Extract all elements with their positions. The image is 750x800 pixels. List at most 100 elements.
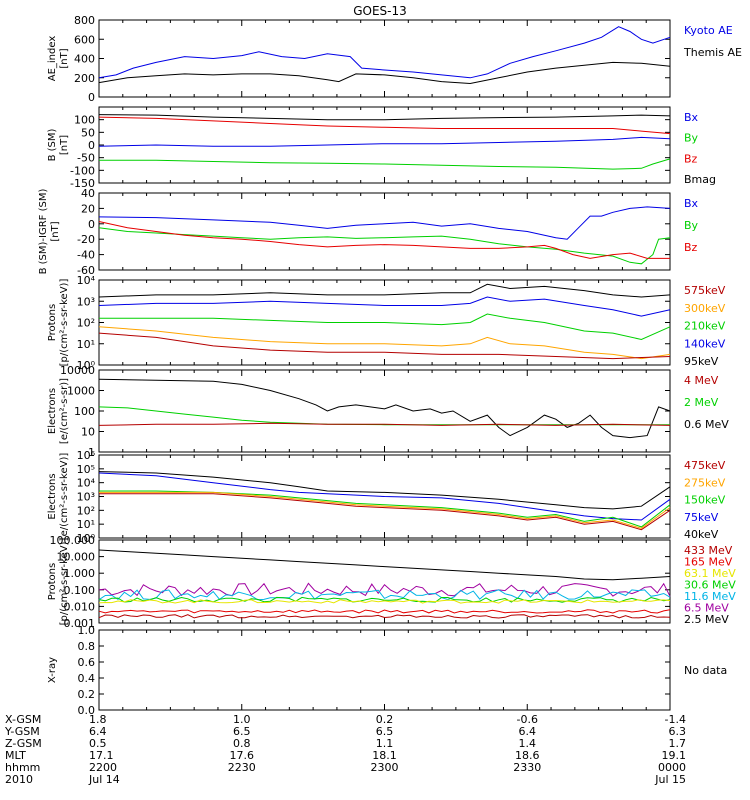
y-tick-label: 0.2: [78, 688, 96, 701]
footer-row-label: hhmm: [5, 761, 40, 774]
legend-entry: 140keV: [684, 337, 726, 350]
legend-entry: Bx: [684, 111, 699, 124]
y-axis-unit: [e/(cm²-s-sr)]: [59, 378, 70, 444]
legend-entry: By: [684, 132, 699, 145]
y-axis-label: X-ray: [47, 657, 58, 683]
footer-value: 0.5: [89, 737, 107, 750]
y-tick-label: 50: [81, 126, 95, 139]
y-tick-label: -50: [77, 152, 95, 165]
y-axis-unit: [p/(cm²-s-sr-keV)]: [59, 538, 70, 626]
y-tick-label: 1.0: [78, 624, 96, 637]
y-tick-label: 400: [74, 53, 95, 66]
legend-entry: 275keV: [684, 476, 726, 489]
y-axis-unit: [e/(cm²-s-sr-keV)]: [59, 453, 70, 541]
footer-value: 1.1: [376, 737, 394, 750]
y-axis-unit: [nT]: [59, 135, 70, 155]
y-tick-label: 0: [88, 218, 95, 231]
series-line-0.6-MeV: [98, 378, 671, 439]
panel-frame-bigrf: [98, 192, 671, 271]
series-line-By: [98, 227, 671, 265]
footer-value: 18.6: [515, 749, 540, 762]
y-tick-label: -100: [70, 164, 95, 177]
y-axis-unit: [nT]: [59, 48, 70, 68]
y-tick-label: 1.000: [64, 567, 96, 580]
legend-entry: 75keV: [684, 511, 719, 524]
y-axis-label: B (SM): [47, 128, 58, 161]
y-tick-label: 10²: [77, 504, 95, 517]
footer-value: 1.7: [669, 737, 687, 750]
footer-value: 6.3: [669, 725, 687, 738]
footer-value: 2200: [89, 761, 117, 774]
series-line-575keV: [98, 332, 671, 360]
footer-value: 19.1: [662, 749, 687, 762]
legend-entry: Bmag: [684, 173, 716, 186]
footer-value: 17.1: [89, 749, 114, 762]
legend-entry: 11.6 MeV: [684, 590, 736, 603]
y-tick-label: 0.010: [64, 600, 96, 613]
footer-value: 1.0: [233, 713, 251, 726]
legend-entry: 210keV: [684, 320, 726, 333]
panel-frame-xray: [98, 629, 671, 711]
y-axis-label: B (SM)-IGRF (SM): [38, 189, 49, 275]
legend-entry: 6.5 MeV: [684, 602, 729, 615]
series-line-Bz: [98, 116, 671, 135]
legend-entry: 300keV: [684, 302, 726, 315]
y-tick-label: 200: [74, 72, 95, 85]
series-line-Themis-AE: [98, 61, 671, 85]
y-axis-label: Protons: [47, 563, 58, 600]
legend-entry: Themis AE: [683, 46, 742, 59]
y-tick-label: 0.001: [64, 617, 96, 630]
footer-value: 1.4: [519, 737, 537, 750]
y-tick-label: 0: [88, 91, 95, 104]
y-tick-label: 100: [74, 405, 95, 418]
y-tick-label: 10¹: [77, 518, 95, 531]
legend-entry: 95keV: [684, 355, 719, 368]
y-axis-label: Protons: [47, 304, 58, 341]
series-line-475keV: [99, 493, 671, 531]
y-tick-label: 10⁰: [77, 359, 96, 372]
series-line-30.6-MeV: [98, 596, 671, 603]
footer-value: 1.8: [89, 713, 107, 726]
y-tick-label: 800: [74, 14, 95, 27]
legend-entry: 2 MeV: [684, 396, 719, 409]
footer-value: 18.1: [372, 749, 397, 762]
legend-entry: 165 MeV: [684, 556, 733, 569]
y-tick-label: 0.6: [78, 656, 96, 669]
y-tick-label: 10⁴: [77, 274, 96, 287]
series-line-Bmag: [98, 114, 671, 121]
y-axis-label: Electrons: [47, 473, 58, 519]
y-tick-label: 10⁶: [77, 449, 96, 462]
footer-value: 0.2: [376, 713, 394, 726]
legend-entry: 433 MeV: [684, 544, 733, 557]
y-tick-label: 100: [74, 114, 95, 127]
legend-entry: Kyoto AE: [684, 24, 733, 37]
footer-value: 0.8: [233, 737, 251, 750]
footer-value: Jul 14: [88, 773, 120, 786]
y-tick-label: 10⁴: [77, 477, 96, 490]
series-line-By: [99, 158, 671, 170]
footer-value: 6.4: [519, 725, 537, 738]
y-tick-label: 0: [88, 139, 95, 152]
y-tick-label: 20: [81, 202, 95, 215]
legend-entry: 575keV: [684, 284, 726, 297]
y-tick-label: 0.4: [78, 672, 96, 685]
y-tick-label: 10¹: [77, 338, 95, 351]
footer-value: -0.6: [517, 713, 538, 726]
footer-row-label: 2010: [5, 773, 33, 786]
series-line-95keV: [98, 283, 671, 298]
footer-value: 0000: [658, 761, 686, 774]
footer-value: 2300: [371, 761, 399, 774]
chart-title: GOES-13: [353, 4, 407, 18]
legend-entry: Bx: [684, 197, 699, 210]
series-line-2-MeV: [98, 406, 670, 426]
y-axis-unit: [nT]: [50, 221, 61, 241]
series-line-Kyoto-AE: [98, 26, 671, 79]
y-tick-label: 100.000: [50, 534, 96, 547]
series-line-2.5-MeV: [98, 549, 671, 581]
legend-entry: Bz: [684, 152, 698, 165]
y-tick-label: -60: [77, 264, 95, 277]
legend-entry: 30.6 MeV: [684, 579, 736, 592]
y-tick-label: -20: [77, 233, 95, 246]
footer-value: 6.4: [89, 725, 107, 738]
